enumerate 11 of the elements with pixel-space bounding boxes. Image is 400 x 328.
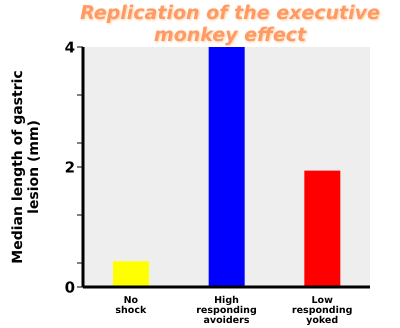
y-tick-label: 2: [64, 158, 75, 176]
bar: [304, 170, 340, 287]
x-tick-label: High responding avoiders: [196, 295, 257, 326]
y-tick-label: 0: [64, 278, 75, 296]
chart-title: Replication of the executive monkey effect: [80, 2, 380, 46]
x-tick-label: No shock: [115, 295, 147, 316]
bar: [113, 261, 149, 287]
bar: [208, 47, 245, 287]
x-tick-label: Low responding yoked: [292, 295, 352, 326]
y-tick-label: 4: [64, 38, 75, 56]
y-axis-title: Median length of gastric lesion (mm): [10, 70, 42, 264]
